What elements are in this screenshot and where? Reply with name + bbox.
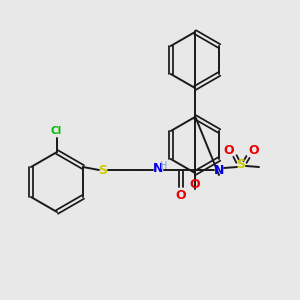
Text: O: O — [224, 143, 234, 157]
Text: H: H — [160, 161, 168, 171]
Text: O: O — [176, 189, 186, 202]
Text: O: O — [190, 178, 200, 191]
Text: S: S — [236, 158, 245, 172]
Text: N: N — [214, 164, 224, 176]
Text: N: N — [153, 163, 163, 176]
Text: O: O — [249, 145, 259, 158]
Text: S: S — [98, 164, 107, 176]
Text: Cl: Cl — [50, 126, 62, 136]
